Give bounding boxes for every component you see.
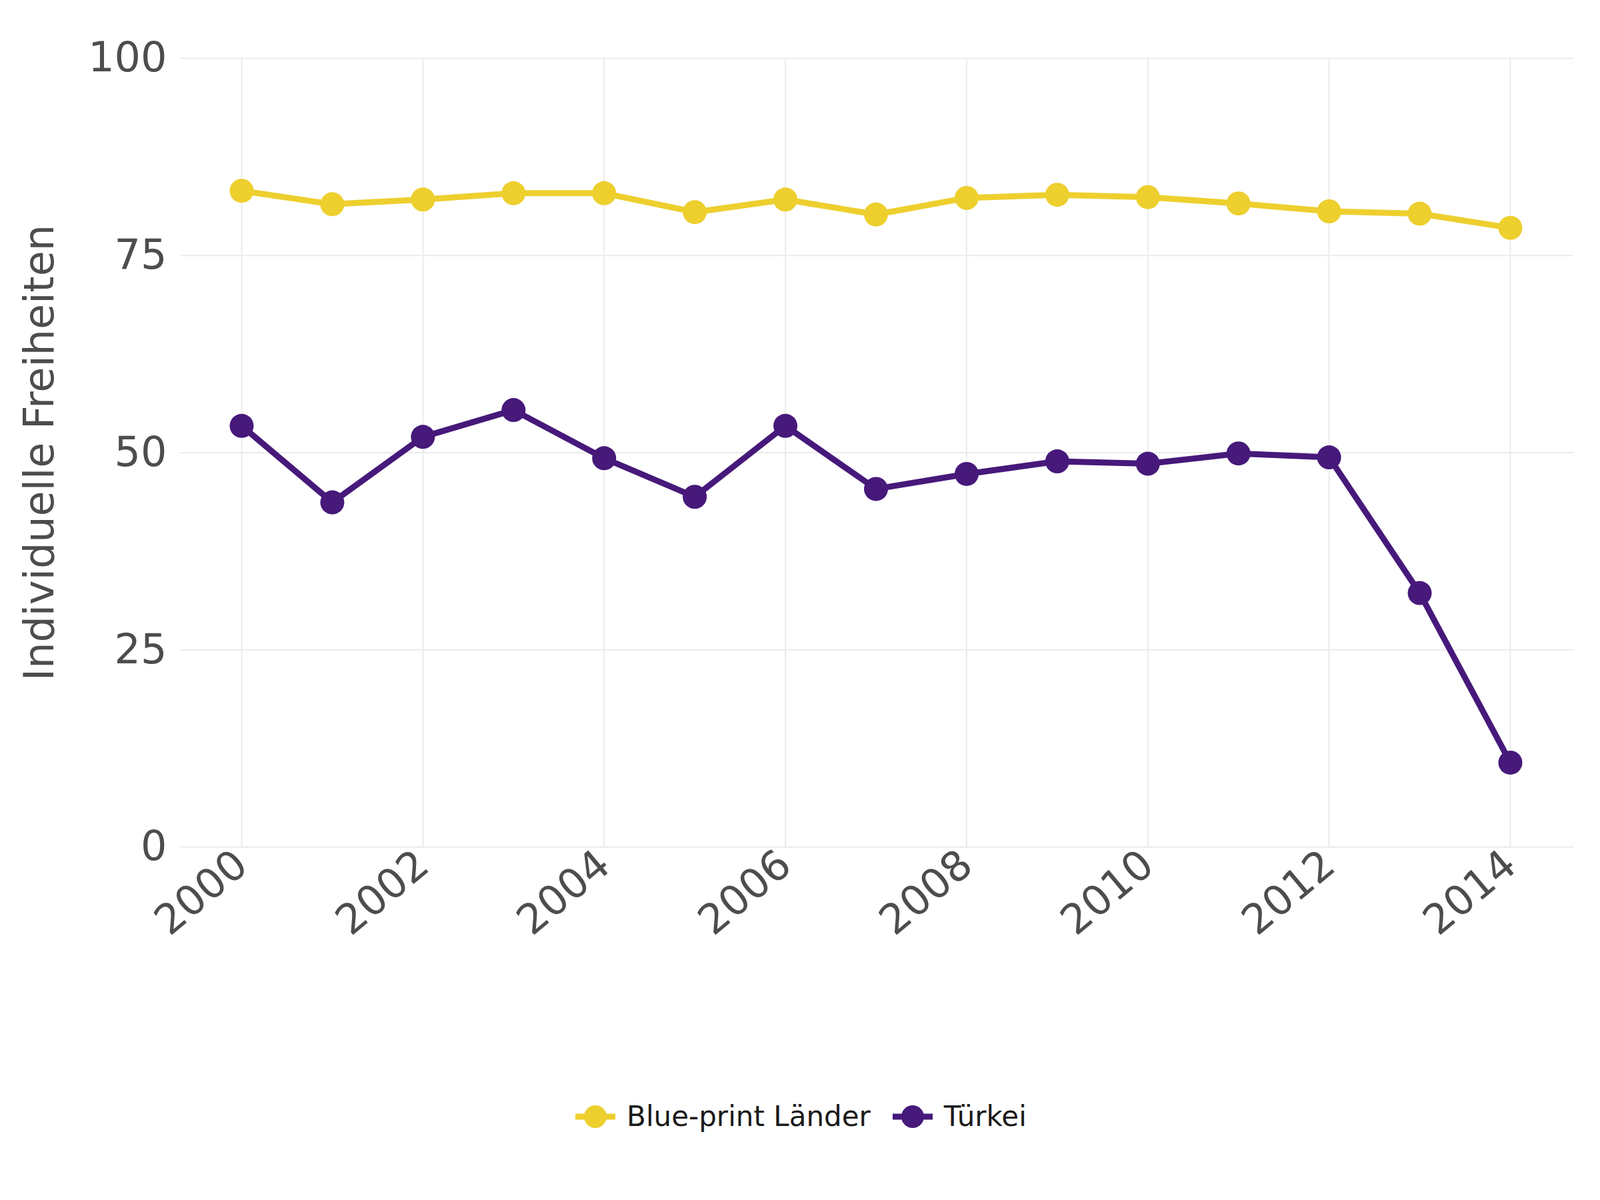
- svg-text:0: 0: [140, 821, 167, 870]
- svg-text:100: 100: [88, 32, 167, 82]
- html-text:Blue-print Länder: Blue-print Länder: [626, 1100, 871, 1133]
- svg-text:25: 25: [114, 624, 168, 674]
- svg-text:2004: 2004: [507, 839, 620, 944]
- svg-text:2014: 2014: [1413, 839, 1526, 944]
- svg-text:2002: 2002: [326, 839, 438, 944]
- html-text:Türkei: Türkei: [943, 1100, 1027, 1133]
- svg-text:2006: 2006: [688, 839, 801, 944]
- svg-text:2010: 2010: [1050, 839, 1163, 944]
- svg-text:50: 50: [114, 427, 168, 476]
- svg-text:2000: 2000: [144, 839, 257, 944]
- svg-text:2012: 2012: [1232, 839, 1344, 944]
- svg-text:2008: 2008: [870, 839, 982, 944]
- svg-text:75: 75: [114, 230, 168, 279]
- svg-text:Individuelle Freiheiten: Individuelle Freiheiten: [14, 224, 64, 681]
